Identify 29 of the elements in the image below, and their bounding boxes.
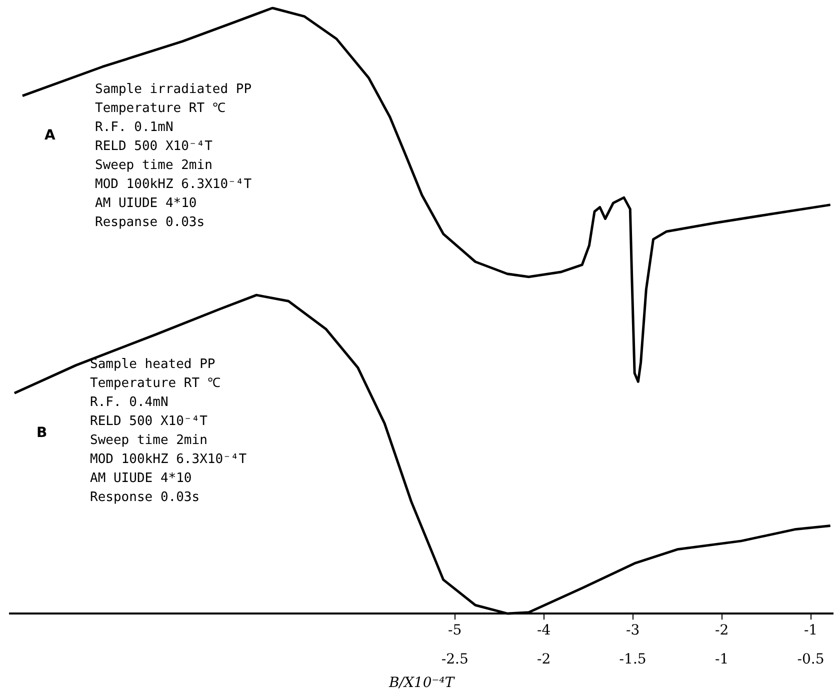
x2-tick-label: -0.5 [797, 651, 824, 668]
annotation: R.F. 0.1mN [95, 119, 174, 137]
annotation: Sample irradiated PP [95, 81, 252, 99]
x2-tick-label: -2.5 [441, 651, 468, 668]
x-tick-label: -5 [448, 622, 462, 639]
x2-tick-label: -1 [714, 651, 729, 668]
annotation: RELD 500 X10⁻⁴T [90, 413, 208, 431]
annotation: Sweep time 2min [90, 432, 208, 450]
annotation: RELD 500 X10⁻⁴T [95, 138, 214, 156]
x2-tick-label: -2 [537, 651, 551, 668]
text: A [44, 127, 56, 144]
annotation: Respanse 0.03s [95, 214, 206, 232]
annotation: Temperature RT ℃ [95, 100, 226, 118]
annotation: R.F. 0.4mN [90, 394, 170, 412]
x-tick-label: -1 [804, 622, 818, 639]
x-tick-label: -2 [714, 622, 729, 639]
annotation: AM UIUDE 4*10 [95, 195, 198, 213]
x2-tick-label: -1.5 [619, 651, 646, 668]
x-axis-title: B/X10⁻⁴T [388, 675, 456, 692]
annotation: Temperature RT ℃ [90, 375, 222, 393]
annotation: Response 0.03s [90, 489, 201, 507]
x-tick-label: -4 [537, 622, 551, 639]
text: B [36, 424, 48, 441]
annotation: Sample heated PP [90, 356, 216, 374]
annotation: Sweep time 2min [95, 157, 214, 175]
annotation: MOD 100kHZ 6.3X10⁻⁴T [95, 176, 252, 194]
x-tick-label: -3 [626, 622, 640, 639]
annotation: AM UIUDE 4*10 [90, 470, 193, 488]
annotation: MOD 100kHZ 6.3X10⁻⁴T [90, 451, 247, 469]
